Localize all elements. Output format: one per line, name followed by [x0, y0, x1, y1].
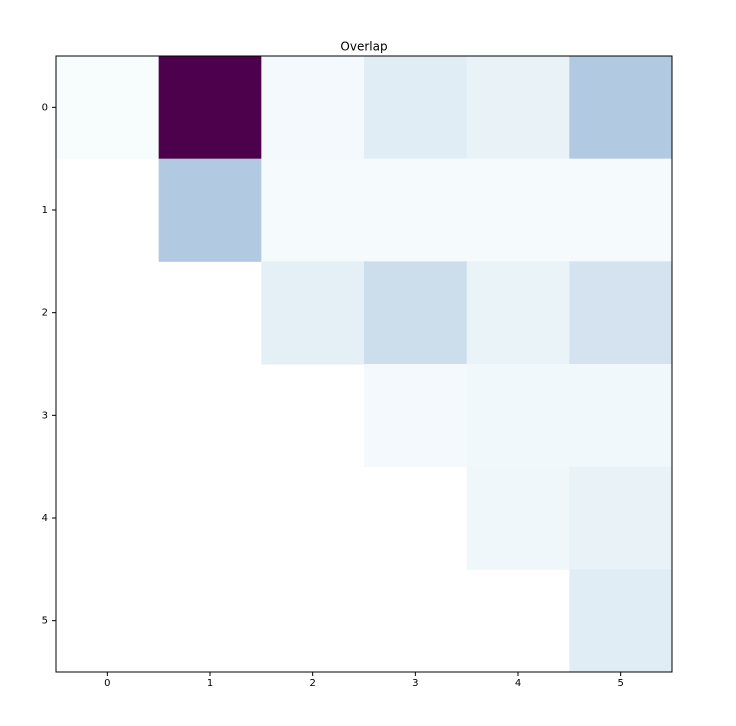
heat-cell	[364, 261, 468, 365]
heat-cell	[261, 158, 365, 262]
heat-cell	[56, 56, 160, 160]
heat-cell	[466, 261, 570, 365]
x-tick-label: 0	[104, 678, 110, 689]
heat-cell	[158, 56, 262, 160]
y-tick-label: 5	[42, 616, 48, 627]
y-tick-label: 3	[42, 410, 48, 421]
y-tick-label: 0	[42, 102, 48, 113]
x-tick-label: 2	[309, 678, 315, 689]
y-tick-label: 4	[42, 513, 48, 524]
y-tick-label: 1	[42, 205, 48, 216]
heat-cell	[261, 261, 365, 365]
heat-cell	[569, 466, 673, 570]
x-tick-label: 3	[412, 678, 418, 689]
heat-cell	[364, 364, 468, 468]
y-tick-label: 2	[42, 308, 48, 319]
heat-cell	[466, 364, 570, 468]
heat-cell	[364, 56, 468, 160]
heat-cell	[569, 261, 673, 365]
heat-cell	[466, 466, 570, 570]
heat-cell	[569, 364, 673, 468]
plot-frame	[55, 55, 673, 673]
heat-cell	[569, 158, 673, 262]
heat-cell	[466, 56, 570, 160]
heat-cell	[569, 569, 673, 673]
heat-cell	[158, 158, 262, 262]
heat-cell	[569, 56, 673, 160]
heat-cell	[364, 158, 468, 262]
chart-title: Overlap	[340, 40, 387, 54]
x-tick-label: 5	[617, 678, 623, 689]
x-tick-label: 4	[515, 678, 521, 689]
x-tick-label: 1	[207, 678, 213, 689]
heat-cell	[261, 56, 365, 160]
heat-cell	[466, 158, 570, 262]
